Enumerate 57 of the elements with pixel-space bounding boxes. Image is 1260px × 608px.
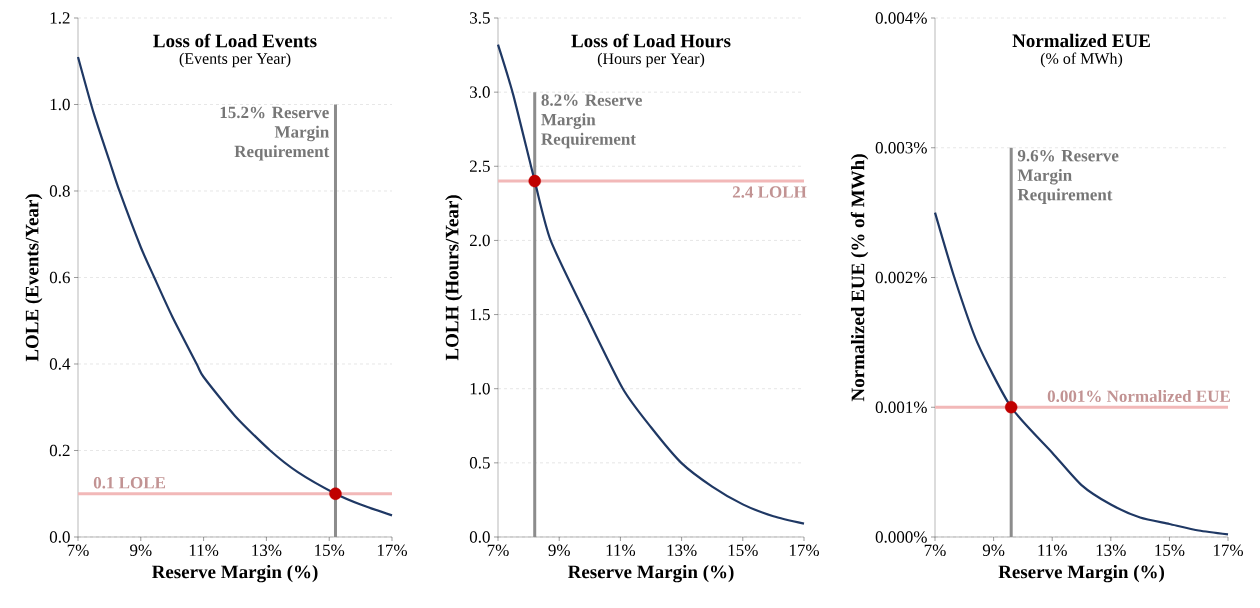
x-tick-label: 11% — [606, 544, 636, 557]
y-tick-label: 1.5 — [470, 308, 490, 321]
ref-line-label: 15.2% Reserve Margin Requirement — [220, 106, 330, 161]
ref-line-label: 9.6% Reserve Margin Requirement — [1017, 149, 1119, 204]
y-tick-label: 0.000% — [875, 531, 927, 543]
text: (Events per Year) — [179, 52, 291, 68]
ref-line-label: 0.001% Normalized EUE — [1047, 390, 1230, 403]
x-tick-label: 9% — [130, 544, 152, 557]
y-tick-label: 1.0 — [470, 382, 490, 395]
line-series — [76, 55, 394, 517]
x-tick-label: 11% — [189, 544, 219, 557]
y-tick-label: 0.0 — [49, 531, 70, 543]
y-tick-label: 0.8 — [49, 185, 70, 197]
x-axis-title: Reserve Margin (%) — [567, 564, 734, 583]
x-tick-label: 13% — [252, 544, 282, 557]
y-tick-label: 0.4 — [49, 358, 71, 370]
y-axis-title: LOLH (Hours/Year) — [445, 195, 463, 361]
x-tick-label: 9% — [982, 544, 1005, 557]
y-tick-label: 0.2 — [49, 444, 70, 457]
x-tick-label: 7% — [67, 544, 89, 557]
x-tick-label: 15% — [1155, 544, 1185, 557]
text: Loss of Load Events — [153, 33, 317, 48]
y-axis-title: Normalized EUE (% of MWh) — [850, 154, 869, 402]
y-axis-title: LOLE (Events/Year) — [25, 194, 43, 362]
x-tick-label: 13% — [667, 544, 697, 557]
y-tick-label: 3.0 — [470, 86, 490, 98]
x-axis-title: Reserve Margin (%) — [151, 564, 318, 583]
x-tick-label: 17% — [1213, 544, 1244, 557]
x-tick-label: 11% — [1038, 544, 1067, 557]
y-tick-label: 0.003% — [875, 141, 927, 154]
x-tick-label: 17% — [377, 544, 408, 557]
x-tick-label: 7% — [487, 544, 509, 557]
x-tick-label: 15% — [315, 544, 345, 557]
ref-line-label: 0.1 LOLE — [93, 477, 166, 489]
x-tick-label: 17% — [789, 544, 820, 557]
x-tick-label: 7% — [924, 544, 946, 557]
text: (Hours per Year) — [597, 52, 705, 68]
x-tick-label: 15% — [728, 544, 758, 557]
text: (% of MWh) — [1040, 52, 1123, 68]
y-tick-label: 2.5 — [469, 160, 490, 173]
y-tick-label: 0.004% — [875, 12, 927, 24]
y-tick-label: 3.5 — [470, 12, 490, 24]
y-tick-label: 2.0 — [469, 234, 490, 247]
y-tick-label: 1.2 — [50, 12, 70, 24]
x-axis-title: Reserve Margin (%) — [998, 564, 1165, 583]
ref-line-label: 2.4 LOLH — [732, 186, 807, 198]
y-tick-label: 0.5 — [469, 457, 490, 469]
y-tick-label: 0.6 — [49, 271, 70, 284]
x-tick-label: 9% — [548, 544, 570, 557]
text: Loss of Load Hours — [571, 33, 731, 48]
y-tick-label: 0.002% — [875, 271, 927, 284]
text: Normalized EUE — [1012, 33, 1150, 48]
y-tick-label: 0.001% — [875, 401, 927, 414]
x-tick-label: 13% — [1096, 544, 1126, 557]
ref-line-label: 8.2% Reserve Margin Requirement — [541, 94, 642, 149]
y-tick-label: 1.0 — [50, 98, 70, 111]
y-tick-label: 0.0 — [469, 531, 490, 543]
